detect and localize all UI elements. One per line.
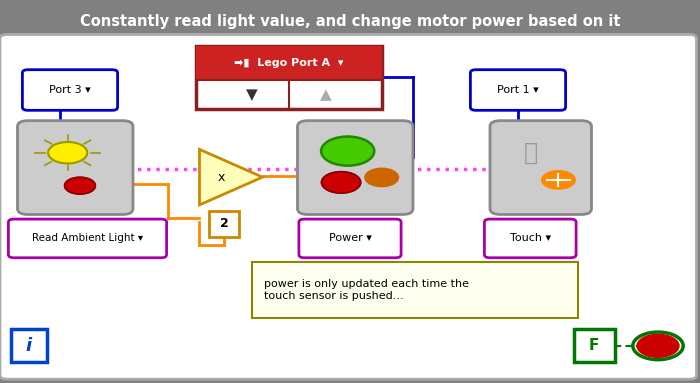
Text: ▲: ▲ [320,87,332,102]
FancyBboxPatch shape [252,262,578,318]
FancyBboxPatch shape [8,219,167,258]
FancyBboxPatch shape [10,329,47,362]
Text: F: F [589,338,599,354]
Text: Port 1 ▾: Port 1 ▾ [497,85,539,95]
Circle shape [64,177,95,194]
Circle shape [48,142,88,164]
FancyBboxPatch shape [490,121,592,214]
FancyBboxPatch shape [299,219,401,258]
FancyBboxPatch shape [18,121,133,214]
Text: ⧖: ⧖ [524,141,538,165]
Circle shape [542,171,575,189]
FancyBboxPatch shape [0,34,696,379]
FancyBboxPatch shape [574,329,615,362]
FancyBboxPatch shape [484,219,576,258]
FancyBboxPatch shape [298,121,413,214]
Text: Touch ▾: Touch ▾ [510,233,551,244]
FancyBboxPatch shape [209,211,239,237]
Text: x: x [218,171,225,183]
Circle shape [365,168,398,187]
Text: Port 3 ▾: Port 3 ▾ [49,85,91,95]
FancyBboxPatch shape [196,46,382,109]
Text: 2: 2 [220,217,228,230]
Polygon shape [199,149,262,205]
Text: i: i [26,337,32,355]
Text: Power ▾: Power ▾ [328,233,372,244]
Text: ▼: ▼ [246,87,258,102]
Text: Constantly read light value, and change motor power based on it: Constantly read light value, and change … [80,13,620,29]
Text: power is only updated each time the
touch sensor is pushed...: power is only updated each time the touc… [264,279,469,301]
Text: Read Ambient Light ▾: Read Ambient Light ▾ [32,233,143,244]
Circle shape [637,334,679,357]
FancyBboxPatch shape [22,70,118,110]
Circle shape [321,172,360,193]
FancyBboxPatch shape [470,70,566,110]
Text: ➡▮  Lego Port A  ▾: ➡▮ Lego Port A ▾ [234,58,344,68]
FancyBboxPatch shape [196,46,382,80]
Circle shape [321,137,374,165]
